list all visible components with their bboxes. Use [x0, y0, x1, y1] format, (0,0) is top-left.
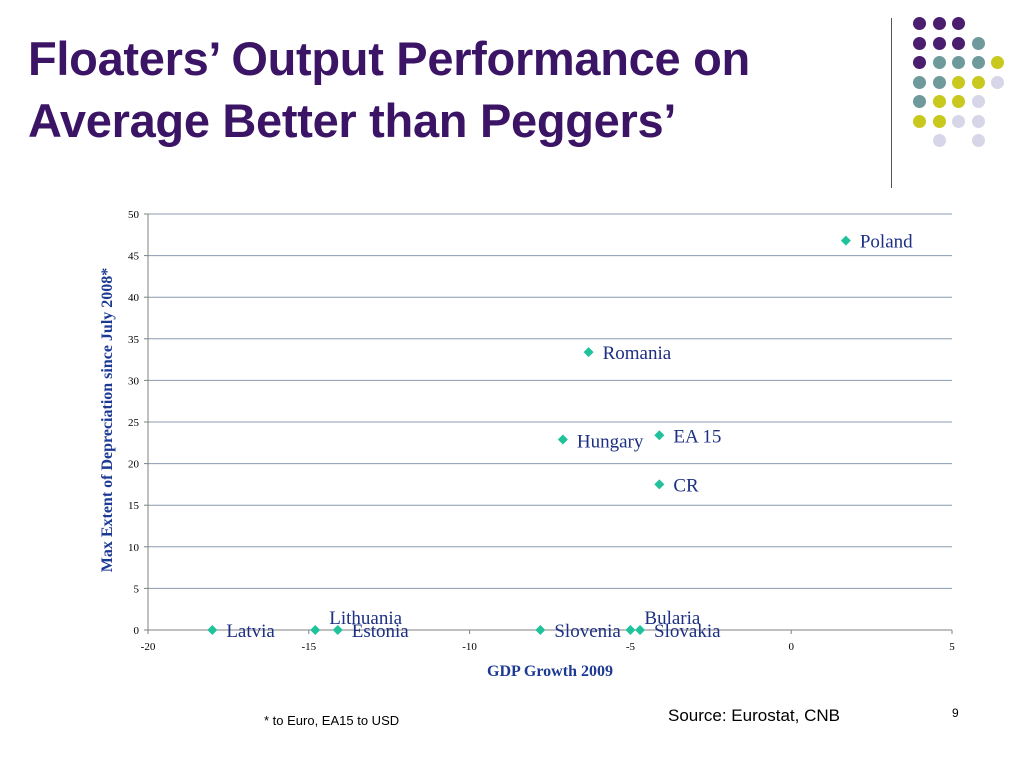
y-tick-label: 50: [128, 209, 140, 221]
y-tick-label: 25: [128, 417, 140, 429]
decorative-dot: [952, 95, 965, 108]
data-point-marker: [583, 347, 594, 358]
data-point-label: Slovakia: [654, 621, 721, 642]
data-point-marker: [635, 625, 646, 635]
decorative-dot: [913, 95, 926, 108]
data-point-label: Lithuania: [329, 608, 402, 629]
decorative-dot: [913, 75, 926, 89]
data-point-marker: [654, 430, 665, 441]
data-point-marker: [310, 625, 321, 635]
x-axis-title: GDP Growth 2009: [487, 663, 613, 680]
data-point-label: Slovenia: [554, 621, 621, 642]
data-point-marker: [535, 625, 546, 635]
data-point-label: Bularia: [644, 608, 700, 629]
decorative-dot: [952, 114, 965, 128]
footnote: * to Euro, EA15 to USD: [264, 713, 400, 728]
decorative-dot: [971, 75, 985, 89]
decorative-dot: [971, 134, 985, 147]
y-tick-label: 10: [128, 542, 140, 554]
data-point-label: Poland: [860, 232, 913, 253]
x-tick-label: -15: [301, 641, 316, 653]
data-point-label: CR: [673, 475, 699, 496]
decorative-dot: [971, 114, 985, 128]
y-axis-title: Max Extent of Depreciation since July 20…: [99, 268, 116, 573]
decorative-dot: [952, 75, 965, 89]
decorative-dot: [913, 17, 926, 30]
decorative-dot: [913, 114, 926, 128]
decorative-dot: [932, 95, 946, 108]
y-tick-label: 15: [128, 500, 140, 512]
decorative-dot: [952, 56, 965, 69]
y-tick-label: 5: [134, 583, 140, 595]
y-tick-label: 35: [128, 334, 140, 346]
decorative-dot: [932, 114, 946, 128]
data-point-marker: [840, 235, 851, 246]
data-point-marker: [207, 625, 218, 635]
page-number: 9: [952, 706, 959, 720]
decorative-dot: [932, 75, 946, 89]
y-tick-label: 0: [134, 625, 140, 637]
y-tick-label: 30: [128, 375, 140, 387]
data-point-marker: [332, 625, 343, 635]
x-tick-label: -20: [141, 641, 156, 653]
decorative-dot: [913, 56, 926, 69]
decorative-dot: [932, 36, 946, 50]
title-divider-line: [891, 18, 892, 188]
decorative-dot: [932, 17, 946, 30]
y-tick-label: 20: [128, 459, 140, 471]
decorative-dot: [971, 56, 985, 69]
decorative-dot: [952, 36, 965, 50]
slide-title-line-1: Floaters’ Output Performance on: [28, 32, 750, 85]
decorative-dot: [971, 95, 985, 108]
y-tick-label: 45: [128, 251, 140, 263]
data-point-label: Estonia: [352, 621, 410, 642]
x-tick-label: -5: [626, 641, 636, 653]
slide-title: Floaters’ Output Performance on Average …: [28, 28, 888, 152]
decorative-dot: [952, 17, 965, 30]
decorative-dot: [932, 56, 946, 69]
y-tick-label: 40: [128, 292, 140, 304]
x-tick-label: 0: [788, 641, 794, 653]
data-point-label: Romania: [603, 343, 672, 364]
data-point-marker: [557, 434, 568, 445]
data-point-marker: [625, 625, 636, 635]
decorative-dot: [932, 134, 946, 147]
decorative-dot: [991, 56, 1004, 69]
data-point-label: Latvia: [226, 621, 275, 642]
source-note: Source: Eurostat, CNB: [668, 706, 840, 725]
slide-title-line-2: Average Better than Peggers’: [28, 94, 677, 147]
x-tick-label: -10: [462, 641, 477, 653]
decorative-dot: [991, 75, 1004, 89]
data-point-marker: [654, 479, 665, 490]
decorative-dot: [913, 36, 926, 50]
data-point-label: Hungary: [577, 431, 644, 452]
decorative-dot: [971, 36, 985, 50]
data-point-label: EA 15: [673, 426, 721, 447]
x-tick-label: 5: [949, 641, 955, 653]
